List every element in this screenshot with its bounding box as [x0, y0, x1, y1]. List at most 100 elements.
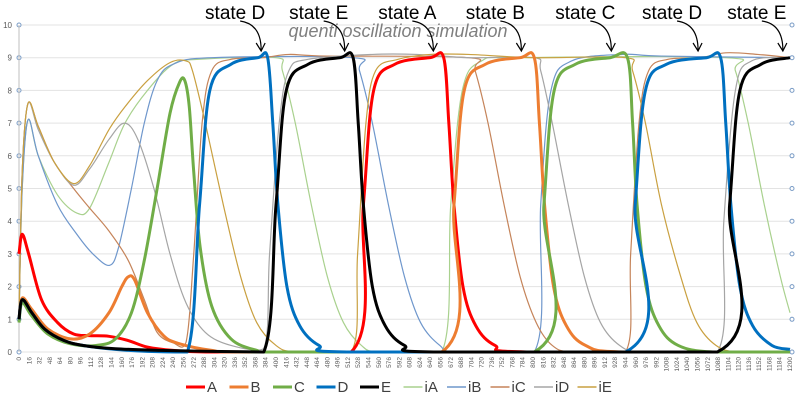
x-tick-label: 656	[437, 357, 444, 368]
x-tick-label: 320	[222, 357, 229, 368]
x-tick-label: 1184	[777, 357, 784, 371]
x-tick-label: 256	[180, 357, 187, 368]
x-tick-label: 1008	[664, 357, 671, 372]
x-tick-label: 864	[571, 357, 578, 368]
x-tick-label: 960	[633, 357, 640, 368]
x-tick-label: 240	[170, 357, 177, 368]
series-line-iA	[18, 56, 791, 353]
legend-label: iB	[468, 379, 481, 396]
x-tick-label: 128	[98, 357, 105, 368]
x-tick-label: 1072	[705, 357, 712, 372]
arrowhead-icon	[605, 42, 616, 53]
x-tick-label: 480	[324, 357, 331, 368]
y-axis-marker	[789, 22, 795, 28]
x-tick-label: 560	[376, 357, 383, 368]
state-label: state A	[378, 3, 436, 24]
x-tick-label: 832	[551, 357, 558, 368]
x-tick-label: 992	[653, 357, 660, 368]
x-tick-label: 1024	[674, 357, 681, 372]
x-tick-label: 816	[540, 357, 547, 368]
x-tick-label: 784	[520, 357, 527, 368]
x-tick-label: 512	[345, 357, 352, 368]
legend-label: C	[294, 379, 305, 396]
x-tick-label: 384	[263, 357, 270, 368]
x-tick-label: 192	[139, 357, 146, 368]
x-tick-label: 32	[37, 357, 44, 365]
y-tick-label: 7	[8, 119, 13, 128]
y-tick-label: 8	[8, 86, 13, 95]
y-axis-marker	[789, 55, 795, 61]
legend-item-B: B	[229, 379, 261, 396]
x-tick-label: 672	[448, 357, 455, 368]
arrowhead-icon	[427, 42, 438, 53]
state-label: state D	[205, 3, 265, 24]
x-tick-label: 688	[458, 357, 465, 368]
arrow-icon	[323, 20, 346, 51]
arrow-icon	[761, 20, 784, 51]
state-label: state B	[466, 3, 525, 24]
x-tick-label: 768	[509, 357, 516, 368]
x-tick-label: 976	[643, 357, 650, 368]
y-tick-label: 6	[8, 152, 13, 161]
series-line-E	[17, 51, 791, 354]
y-axis-marker	[789, 120, 795, 126]
x-tick-label: 448	[304, 357, 311, 368]
x-tick-label: 896	[592, 357, 599, 368]
y-axis-marker	[789, 251, 795, 257]
x-tick-label: 1120	[736, 357, 743, 371]
x-tick-label: 16	[26, 357, 33, 365]
x-tick-label: 592	[396, 357, 403, 368]
x-tick-label: 112	[88, 357, 95, 368]
x-tick-label: 64	[57, 357, 64, 365]
y-axis: 0 1 2 3 4 5 6 7 8 9 10	[3, 21, 795, 357]
x-tick-label: 496	[335, 357, 342, 368]
y-axis-marker	[789, 218, 795, 224]
series-line-iC	[18, 52, 791, 353]
y-tick-label: 0	[8, 348, 13, 357]
x-tick-label: 704	[468, 357, 475, 368]
arrow-icon	[412, 20, 434, 51]
gridlines	[19, 24, 793, 353]
x-tick-label: 880	[581, 357, 588, 368]
legend-label: iD	[555, 379, 569, 396]
arrowhead-icon	[339, 42, 350, 53]
x-tick-label: 928	[612, 357, 619, 368]
x-tick-label: 1104	[725, 357, 732, 371]
chart-title: quenti oscillation simulation	[288, 21, 507, 41]
x-tick-label: 544	[366, 357, 373, 368]
x-tick-label: 144	[109, 357, 116, 368]
x-tick-label: 0	[16, 357, 23, 361]
arrowhead-icon	[692, 42, 703, 53]
x-tick-label: 96	[78, 357, 85, 365]
x-tick-label: 640	[427, 357, 434, 368]
x-tick-label: 1200	[787, 357, 794, 372]
legend-label: E	[381, 379, 391, 396]
legend-item-iE: iE	[577, 379, 612, 396]
legend-label: iC	[512, 379, 526, 396]
x-tick-label: 1168	[766, 357, 773, 371]
y-tick-label: 1	[8, 315, 13, 324]
legend-item-A: A	[186, 379, 217, 396]
legend-item-D: D	[316, 379, 349, 396]
arrowhead-icon	[777, 42, 788, 53]
legend-label: B	[251, 379, 261, 396]
series-line-iB	[18, 53, 791, 353]
x-tick-label: 576	[386, 357, 393, 368]
y-tick-label: 9	[8, 54, 13, 63]
series-line-C	[17, 51, 790, 354]
series-line-A	[17, 51, 790, 354]
x-tick-label: 1136	[746, 357, 753, 371]
x-tick-label: 944	[623, 357, 630, 368]
x-tick-label: 336	[232, 357, 239, 368]
legend-label: iA	[425, 379, 438, 396]
x-tick-label: 1056	[694, 357, 701, 372]
y-axis-marker	[789, 284, 795, 290]
state-label: state C	[555, 3, 615, 24]
arrowhead-icon	[255, 42, 266, 53]
x-tick-label: 736	[489, 357, 496, 368]
x-tick-label: 272	[191, 357, 198, 368]
x-tick-label: 368	[252, 357, 259, 368]
legend-item-iD: iD	[534, 379, 569, 396]
x-tick-label: 432	[294, 357, 301, 368]
